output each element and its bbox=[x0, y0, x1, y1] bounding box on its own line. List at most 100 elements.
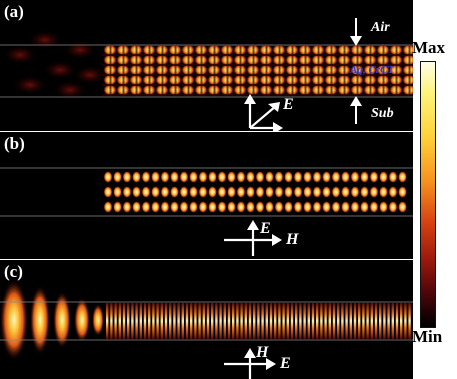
leakage-lobe bbox=[27, 30, 63, 50]
colorbar-max-label: Max bbox=[412, 38, 446, 57]
mode-stripe bbox=[148, 303, 151, 339]
mode-blob bbox=[388, 201, 398, 213]
mode-blob bbox=[398, 186, 407, 198]
mode-blob bbox=[255, 201, 265, 213]
mode-blob bbox=[122, 201, 132, 213]
panel-a-label: (a) bbox=[4, 2, 24, 21]
mode-blob bbox=[122, 171, 132, 183]
mode-stripe bbox=[248, 303, 252, 339]
mode-blob bbox=[388, 171, 398, 183]
mode-blob bbox=[122, 186, 132, 198]
mode-blob bbox=[255, 186, 265, 198]
mode-stripe bbox=[135, 303, 138, 339]
mode-blob bbox=[312, 186, 322, 198]
panel-c-h-vector-label: H bbox=[256, 344, 269, 361]
mode-stripe bbox=[328, 303, 331, 339]
mode-blob bbox=[312, 201, 322, 213]
mode-blob bbox=[360, 171, 369, 183]
mode-blob bbox=[179, 201, 189, 213]
substrate-label: Sub bbox=[371, 106, 394, 121]
mode-blob bbox=[227, 201, 236, 213]
panel-a-e-vector-label: E bbox=[283, 96, 294, 113]
mode-blob bbox=[274, 171, 284, 183]
mode-blob bbox=[246, 201, 255, 213]
mode-blob bbox=[303, 171, 312, 183]
mode-blob bbox=[265, 171, 274, 183]
mode-stripe bbox=[122, 303, 126, 339]
mode-stripe bbox=[324, 303, 327, 339]
mode-blob bbox=[160, 201, 170, 213]
colorbar bbox=[420, 61, 436, 328]
mode-stripe bbox=[244, 303, 247, 339]
mode-blob bbox=[265, 201, 274, 213]
mode-stripe bbox=[173, 303, 176, 339]
mode-stripe bbox=[265, 303, 268, 339]
mode-blob bbox=[141, 171, 151, 183]
mode-blob bbox=[208, 171, 217, 183]
mode-stripe bbox=[337, 303, 340, 339]
mode-blob bbox=[217, 171, 227, 183]
panel-c-field-map bbox=[0, 280, 413, 379]
mode-stripe bbox=[143, 303, 147, 339]
mode-blob bbox=[303, 201, 312, 213]
mode-blob bbox=[322, 171, 331, 183]
mode-blob bbox=[388, 186, 398, 198]
mode-blob bbox=[322, 201, 331, 213]
mode-blob bbox=[103, 201, 113, 213]
mode-stripe bbox=[290, 303, 294, 339]
panel-b-waveguide-mode bbox=[103, 171, 407, 213]
mode-blob bbox=[179, 171, 189, 183]
mode-stripe bbox=[408, 303, 411, 339]
mode-blob bbox=[360, 186, 369, 198]
mode-stripe bbox=[206, 303, 210, 339]
panel-c-label: (c) bbox=[4, 262, 23, 281]
mode-blob bbox=[369, 171, 379, 183]
mode-stripe bbox=[211, 303, 214, 339]
mode-blob bbox=[170, 186, 179, 198]
input-lobe bbox=[0, 280, 28, 360]
mode-blob bbox=[236, 201, 246, 213]
panel-c-polarization-arrows bbox=[224, 348, 276, 379]
mode-blob bbox=[208, 186, 217, 198]
mode-stripe bbox=[202, 303, 205, 339]
mode-blob bbox=[274, 186, 284, 198]
mode-stripe bbox=[366, 303, 369, 339]
mode-blob bbox=[170, 201, 179, 213]
mode-blob bbox=[151, 201, 160, 213]
mode-blob bbox=[341, 201, 350, 213]
mode-blob bbox=[274, 201, 284, 213]
mode-blob bbox=[236, 186, 246, 198]
mode-blob bbox=[113, 171, 122, 183]
input-lobe bbox=[74, 298, 90, 342]
mode-stripe bbox=[353, 303, 357, 339]
mode-blob bbox=[284, 171, 293, 183]
mode-blob bbox=[350, 201, 360, 213]
mode-stripe bbox=[160, 303, 163, 339]
mode-blob bbox=[113, 201, 122, 213]
mode-blob bbox=[379, 171, 388, 183]
mode-blob bbox=[236, 171, 246, 183]
mode-blob bbox=[217, 201, 227, 213]
mode-stripe bbox=[316, 303, 319, 339]
mode-stripe bbox=[404, 303, 407, 339]
mode-blob bbox=[398, 171, 407, 183]
input-lobe bbox=[92, 304, 104, 336]
mode-blob bbox=[379, 186, 388, 198]
mode-blob bbox=[198, 201, 208, 213]
mode-blob bbox=[331, 186, 341, 198]
panel-a-field-map bbox=[0, 18, 413, 131]
mode-stripe bbox=[282, 303, 285, 339]
mode-stripe bbox=[181, 303, 184, 339]
mode-blob bbox=[198, 171, 208, 183]
mode-blob bbox=[132, 201, 141, 213]
leakage-lobe bbox=[62, 40, 98, 60]
mode-blob bbox=[265, 186, 274, 198]
mode-blob bbox=[227, 186, 236, 198]
mode-stripe bbox=[114, 303, 117, 339]
leakage-lobe bbox=[42, 60, 78, 80]
mode-stripe bbox=[198, 303, 201, 339]
mode-stripe bbox=[253, 303, 256, 339]
mode-stripe bbox=[169, 303, 172, 339]
leakage-lobe bbox=[12, 75, 48, 95]
